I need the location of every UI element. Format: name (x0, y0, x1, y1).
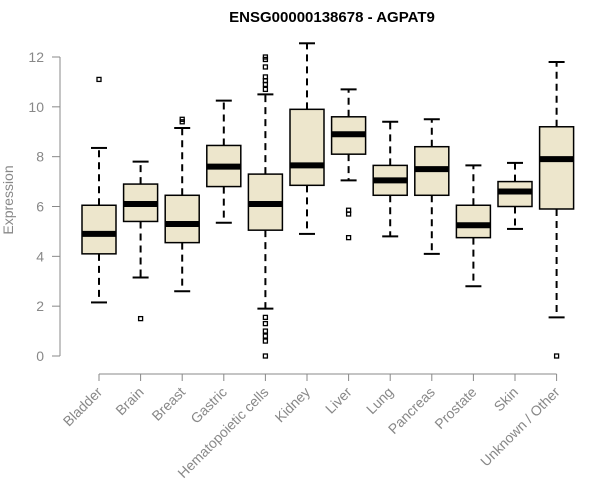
outlier-point (262, 54, 269, 60)
interquartile-box (538, 126, 575, 210)
x-tick-label: Skin (491, 384, 522, 415)
box-hematopoietic-cells (247, 54, 284, 359)
y-tick-label: 4 (36, 248, 44, 264)
y-tick-label: 0 (36, 348, 44, 364)
outlier-point (137, 315, 144, 322)
outlier-point (262, 333, 269, 339)
box-pancreas (414, 118, 450, 255)
outlier-point (262, 328, 269, 334)
chart-title: ENSG00000138678 - AGPAT9 (229, 9, 435, 26)
box-skin (497, 161, 533, 230)
x-tick-label: Lung (363, 384, 396, 417)
x-tick-label: Unknown / Other (477, 384, 563, 470)
outlier-point (262, 86, 269, 93)
outlier-point (262, 74, 269, 80)
y-tick-label: 8 (36, 149, 44, 165)
box-gastric (206, 99, 242, 224)
x-tick-label: Breast (148, 384, 188, 424)
x-tick-label: Prostate (431, 384, 479, 432)
outlier-point (96, 76, 102, 83)
y-tick-label: 6 (36, 199, 44, 215)
interquartile-box (289, 108, 325, 187)
y-tick-label: 12 (28, 49, 44, 65)
y-axis-label: Expression (0, 165, 16, 234)
outlier-point (262, 64, 269, 70)
interquartile-box (81, 204, 117, 255)
box-prostate (455, 164, 492, 288)
box-breast (164, 116, 200, 293)
box-kidney (289, 42, 325, 235)
outlier-point (262, 314, 269, 321)
interquartile-box (164, 194, 200, 244)
outlier-point (262, 338, 269, 344)
box-brain (122, 160, 159, 322)
box-series (81, 42, 575, 359)
outlier-point (262, 353, 269, 359)
box-unknown-other (538, 60, 575, 359)
interquartile-box (455, 204, 492, 239)
box-liver (330, 88, 367, 241)
y-tick-label: 2 (36, 298, 44, 314)
x-tick-label: Brain (112, 384, 146, 418)
x-tick-label: Kidney (272, 384, 314, 426)
box-lung (372, 120, 408, 238)
outlier-point (262, 320, 269, 327)
outlier-point (345, 207, 352, 213)
x-tick-label: Bladder (60, 384, 106, 430)
outlier-point (345, 234, 352, 241)
box-bladder (81, 76, 117, 304)
y-axis: 0 2 4 6 8 10 12 (28, 49, 61, 364)
outlier-point (179, 116, 185, 122)
outlier-point (553, 353, 560, 359)
x-tick-label: Liver (322, 384, 355, 417)
y-tick-label: 10 (28, 99, 44, 115)
